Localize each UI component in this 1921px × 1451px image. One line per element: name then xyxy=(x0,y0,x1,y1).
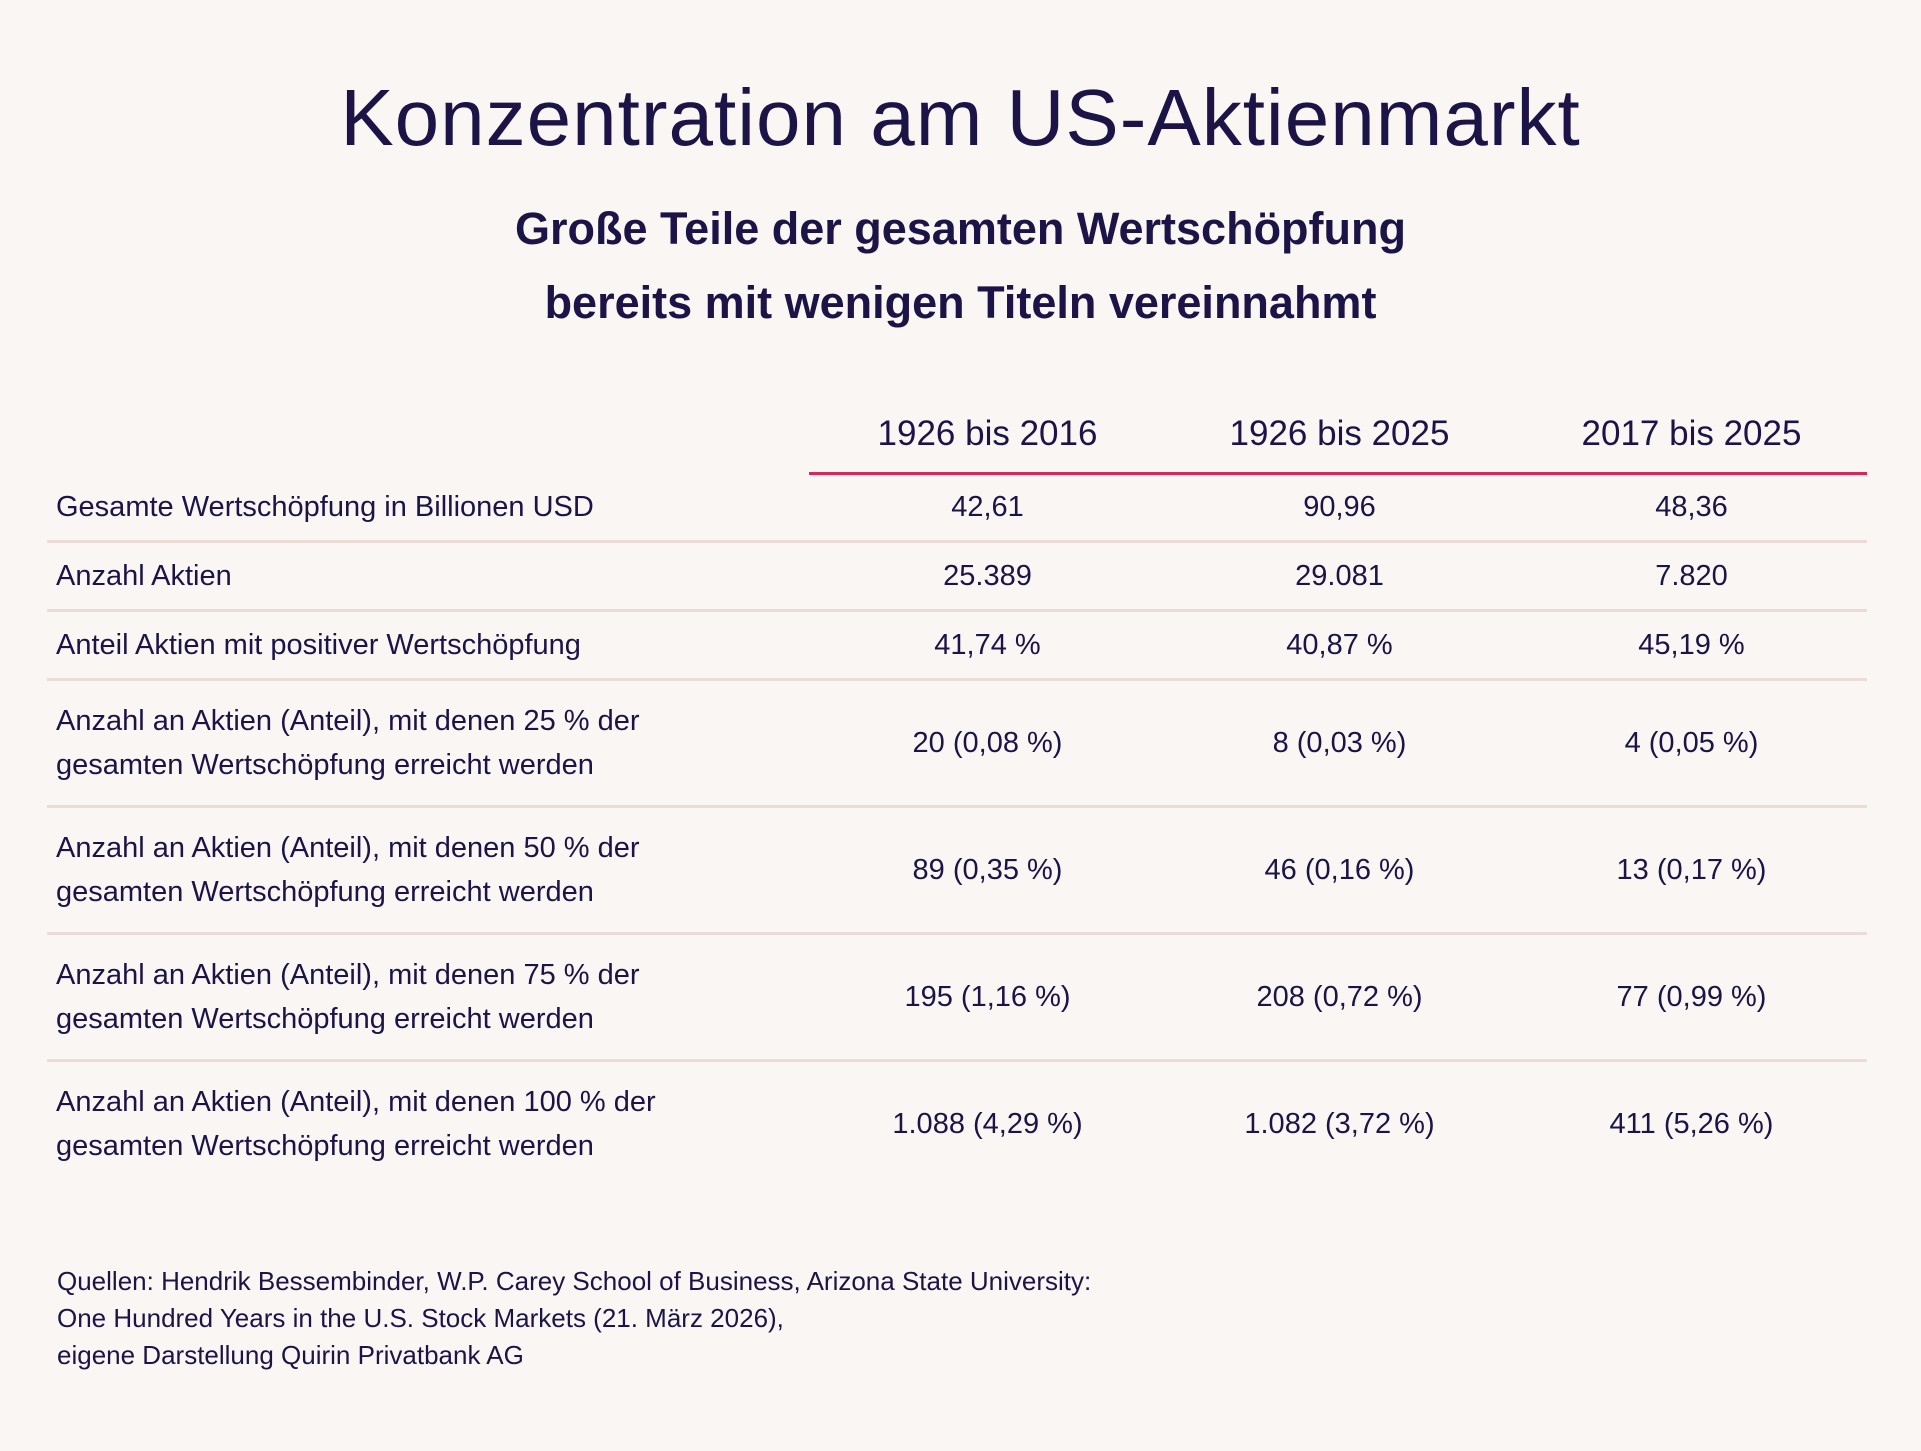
row-label-line-1: Anzahl an Aktien (Anteil), mit denen 75 … xyxy=(56,959,640,991)
row-label-line-2: gesamten Wertschöpfung erreicht werden xyxy=(56,1003,594,1035)
row-label: Anteil Aktien mit positiver Wertschöpfun… xyxy=(56,629,581,661)
table-row: Anzahl an Aktien (Anteil), mit denen 50 … xyxy=(47,808,1867,935)
table-cell: 1.088 (4,29 %) xyxy=(892,1107,1083,1140)
table-cell: 90,96 xyxy=(1303,490,1376,523)
table-cell: 195 (1,16 %) xyxy=(904,980,1071,1013)
table-row: Anzahl an Aktien (Anteil), mit denen 100… xyxy=(47,1062,1867,1186)
row-label: Anzahl an Aktien (Anteil), mit denen 75 … xyxy=(56,935,776,1059)
header-divider xyxy=(809,472,1867,475)
row-label-line-1: Anzahl an Aktien (Anteil), mit denen 100… xyxy=(56,1086,656,1118)
row-label: Gesamte Wertschöpfung in Billionen USD xyxy=(56,491,594,523)
column-header-1926-2016: 1926 bis 2016 xyxy=(877,414,1098,453)
table-cell: 45,19 % xyxy=(1638,628,1745,661)
row-label-line-2: gesamten Wertschöpfung erreicht werden xyxy=(56,1130,594,1162)
subtitle-line-2: bereits mit wenigen Titeln vereinnahmt xyxy=(544,277,1377,328)
concentration-table: 1926 bis 2016 1926 bis 2025 2017 bis 202… xyxy=(47,400,1867,1186)
row-label: Anzahl an Aktien (Anteil), mit denen 100… xyxy=(56,1062,776,1186)
table-cell: 29.081 xyxy=(1295,559,1384,592)
sources-line-3: eigene Darstellung Quirin Privatbank AG xyxy=(57,1340,524,1370)
table-cell: 7.820 xyxy=(1655,559,1728,592)
table-row: Anteil Aktien mit positiver Wertschöpfun… xyxy=(47,612,1867,681)
table-cell: 40,87 % xyxy=(1286,628,1393,661)
table-cell: 8 (0,03 %) xyxy=(1272,726,1407,759)
table-row: Anzahl an Aktien (Anteil), mit denen 75 … xyxy=(47,935,1867,1062)
table-header: 1926 bis 2016 1926 bis 2025 2017 bis 202… xyxy=(47,400,1867,475)
table-cell: 42,61 xyxy=(951,490,1024,523)
sources-line-1: Quellen: Hendrik Bessembinder, W.P. Care… xyxy=(57,1266,1092,1296)
table-cell: 77 (0,99 %) xyxy=(1616,980,1767,1013)
row-label-line-1: Anzahl an Aktien (Anteil), mit denen 50 … xyxy=(56,832,640,864)
table-row: Anzahl an Aktien (Anteil), mit denen 25 … xyxy=(47,681,1867,808)
table-cell: 4 (0,05 %) xyxy=(1624,726,1759,759)
table-row: Gesamte Wertschöpfung in Billionen USD 4… xyxy=(47,474,1867,543)
row-label-line-1: Anzahl an Aktien (Anteil), mit denen 25 … xyxy=(56,705,640,737)
table-cell: 25.389 xyxy=(943,559,1032,592)
table-cell: 208 (0,72 %) xyxy=(1256,980,1423,1013)
sources-note: Quellen: Hendrik Bessembinder, W.P. Care… xyxy=(57,1263,1091,1374)
table-cell: 46 (0,16 %) xyxy=(1264,853,1415,886)
column-header-1926-2025: 1926 bis 2025 xyxy=(1229,414,1450,453)
row-label: Anzahl an Aktien (Anteil), mit denen 25 … xyxy=(56,681,776,805)
column-header-2017-2025: 2017 bis 2025 xyxy=(1581,414,1802,453)
table-cell: 20 (0,08 %) xyxy=(912,726,1063,759)
page-title: Konzentration am US-Aktienmarkt xyxy=(340,73,1581,162)
subtitle-line-1: Große Teile der gesamten Wertschöpfung xyxy=(515,203,1406,254)
row-label-line-2: gesamten Wertschöpfung erreicht werden xyxy=(56,876,594,908)
row-label: Anzahl Aktien xyxy=(56,560,232,592)
row-label-line-2: gesamten Wertschöpfung erreicht werden xyxy=(56,749,594,781)
table-cell: 411 (5,26 %) xyxy=(1609,1107,1774,1140)
table-cell: 89 (0,35 %) xyxy=(912,853,1063,886)
table-cell: 1.082 (3,72 %) xyxy=(1244,1107,1435,1140)
row-label: Anzahl an Aktien (Anteil), mit denen 50 … xyxy=(56,808,776,932)
page-subtitle: Große Teile der gesamten Wertschöpfung b… xyxy=(0,192,1921,340)
table-cell: 41,74 % xyxy=(934,628,1041,661)
sources-line-2: One Hundred Years in the U.S. Stock Mark… xyxy=(57,1303,784,1333)
table-cell: 48,36 xyxy=(1655,490,1728,523)
table-row: Anzahl Aktien 25.389 29.081 7.820 xyxy=(47,543,1867,612)
table-cell: 13 (0,17 %) xyxy=(1616,853,1767,886)
